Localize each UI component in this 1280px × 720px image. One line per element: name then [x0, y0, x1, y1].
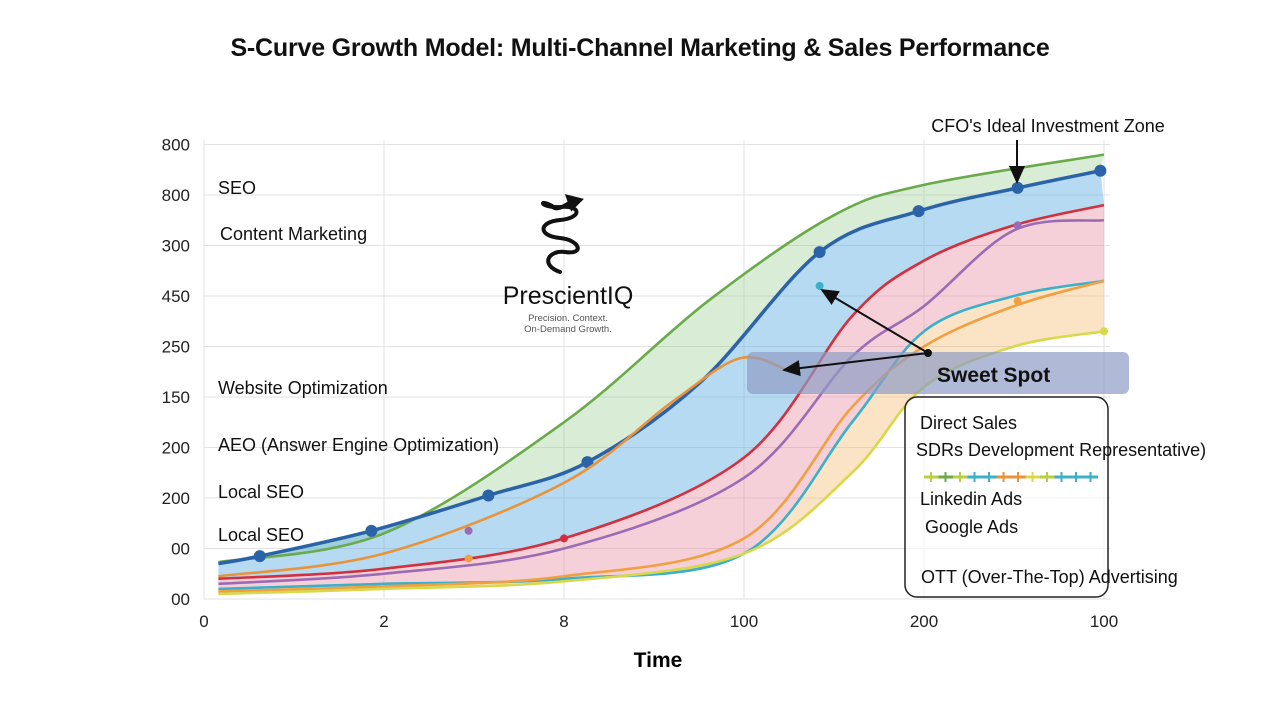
legend: Direct Sales SDRs Development Representa…: [904, 396, 1206, 598]
x-tick-label: 100: [1090, 612, 1118, 631]
sweet-spot-dot: [924, 349, 932, 357]
data-point: [253, 550, 266, 563]
legend-entry: Direct Sales: [920, 413, 1017, 433]
series-line: [218, 355, 792, 578]
left-labels: SEO Content Marketing Website Optimization…: [218, 178, 499, 545]
spiral-arrow-icon: [541, 194, 584, 274]
logo-tagline-1: Precision. Context.: [528, 313, 608, 324]
series-line: [218, 279, 1105, 593]
data-point: [464, 554, 473, 563]
y-tick-label: 300: [162, 237, 190, 256]
series-label: Website Optimization: [218, 378, 388, 398]
sweet-spot-arrow-1: [820, 288, 929, 354]
x-axis: 0 2 8 100 200 100: [199, 612, 1118, 631]
confidence-band: [218, 154, 1104, 564]
y-tick-label: 150: [162, 388, 190, 407]
confidence-band: [218, 280, 1104, 594]
series-line: [218, 203, 1105, 581]
data-point: [581, 456, 594, 469]
data-point: [1013, 297, 1022, 306]
data-point: [560, 534, 568, 543]
data-point: [1013, 221, 1022, 230]
y-tick-label: 450: [162, 287, 190, 306]
logo-tagline-2: On-Demand Growth.: [524, 324, 612, 335]
legend-entry: Google Ads: [925, 517, 1018, 537]
legend-entry: SDRs Development Representative): [916, 440, 1206, 460]
series-label: Local SEO: [218, 525, 304, 545]
confidence-band: [218, 205, 1104, 589]
y-axis: 00 00 200 200 150 250 450 300 800 800: [162, 136, 190, 610]
y-tick-label: 200: [162, 439, 190, 458]
series-line: [218, 218, 1105, 586]
x-tick-label: 8: [559, 612, 568, 631]
sweet-spot-label: Sweet Spot: [937, 364, 1050, 387]
y-tick-label: 250: [162, 338, 190, 357]
series-line: [218, 279, 1105, 591]
confidence-band: [218, 170, 1104, 579]
cfo-zone-label: CFO's Ideal Investment Zone: [931, 116, 1165, 136]
y-tick-label: 00: [171, 540, 190, 559]
bands: [218, 154, 1104, 594]
logo-name: PrescientIQ: [503, 282, 634, 310]
x-axis-label: Time: [634, 649, 683, 672]
legend-box: [904, 396, 1109, 598]
prescientiq-logo: PrescientIQ Precision. Context. On-Deman…: [503, 194, 634, 335]
data-point: [912, 205, 925, 218]
series-label: SEO: [218, 178, 256, 198]
legend-entry: Linkedin Ads: [920, 489, 1022, 509]
y-tick-label: 00: [171, 590, 190, 609]
series-label: AEO (Answer Engine Optimization): [218, 435, 499, 455]
data-point: [482, 489, 495, 502]
x-tick-label: 100: [730, 612, 758, 631]
x-tick-label: 2: [379, 612, 388, 631]
series-line: [218, 169, 1101, 566]
data-point: [1100, 327, 1108, 336]
x-tick-label: 200: [910, 612, 938, 631]
data-point: [365, 524, 378, 537]
data-point: [464, 526, 473, 535]
y-tick-label: 800: [162, 136, 190, 155]
y-tick-label: 800: [162, 186, 190, 205]
legend-swatch-line: [924, 472, 1098, 482]
data-point: [1011, 181, 1024, 194]
series-label: Content Marketing: [220, 224, 367, 244]
series-line: [218, 153, 1105, 564]
sweet-spot-arrow-2: [782, 352, 929, 377]
chart-title: S-Curve Growth Model: Multi-Channel Mark…: [230, 34, 1050, 62]
data-point: [815, 281, 824, 290]
x-tick-label: 0: [199, 612, 208, 631]
data-point: [1094, 164, 1107, 177]
series-label: Local SEO: [218, 482, 304, 502]
data-point: [813, 246, 826, 259]
y-tick-label: 200: [162, 489, 190, 508]
legend-entry: OTT (Over-The-Top) Advertising: [921, 567, 1178, 587]
series-lines: [218, 153, 1108, 596]
